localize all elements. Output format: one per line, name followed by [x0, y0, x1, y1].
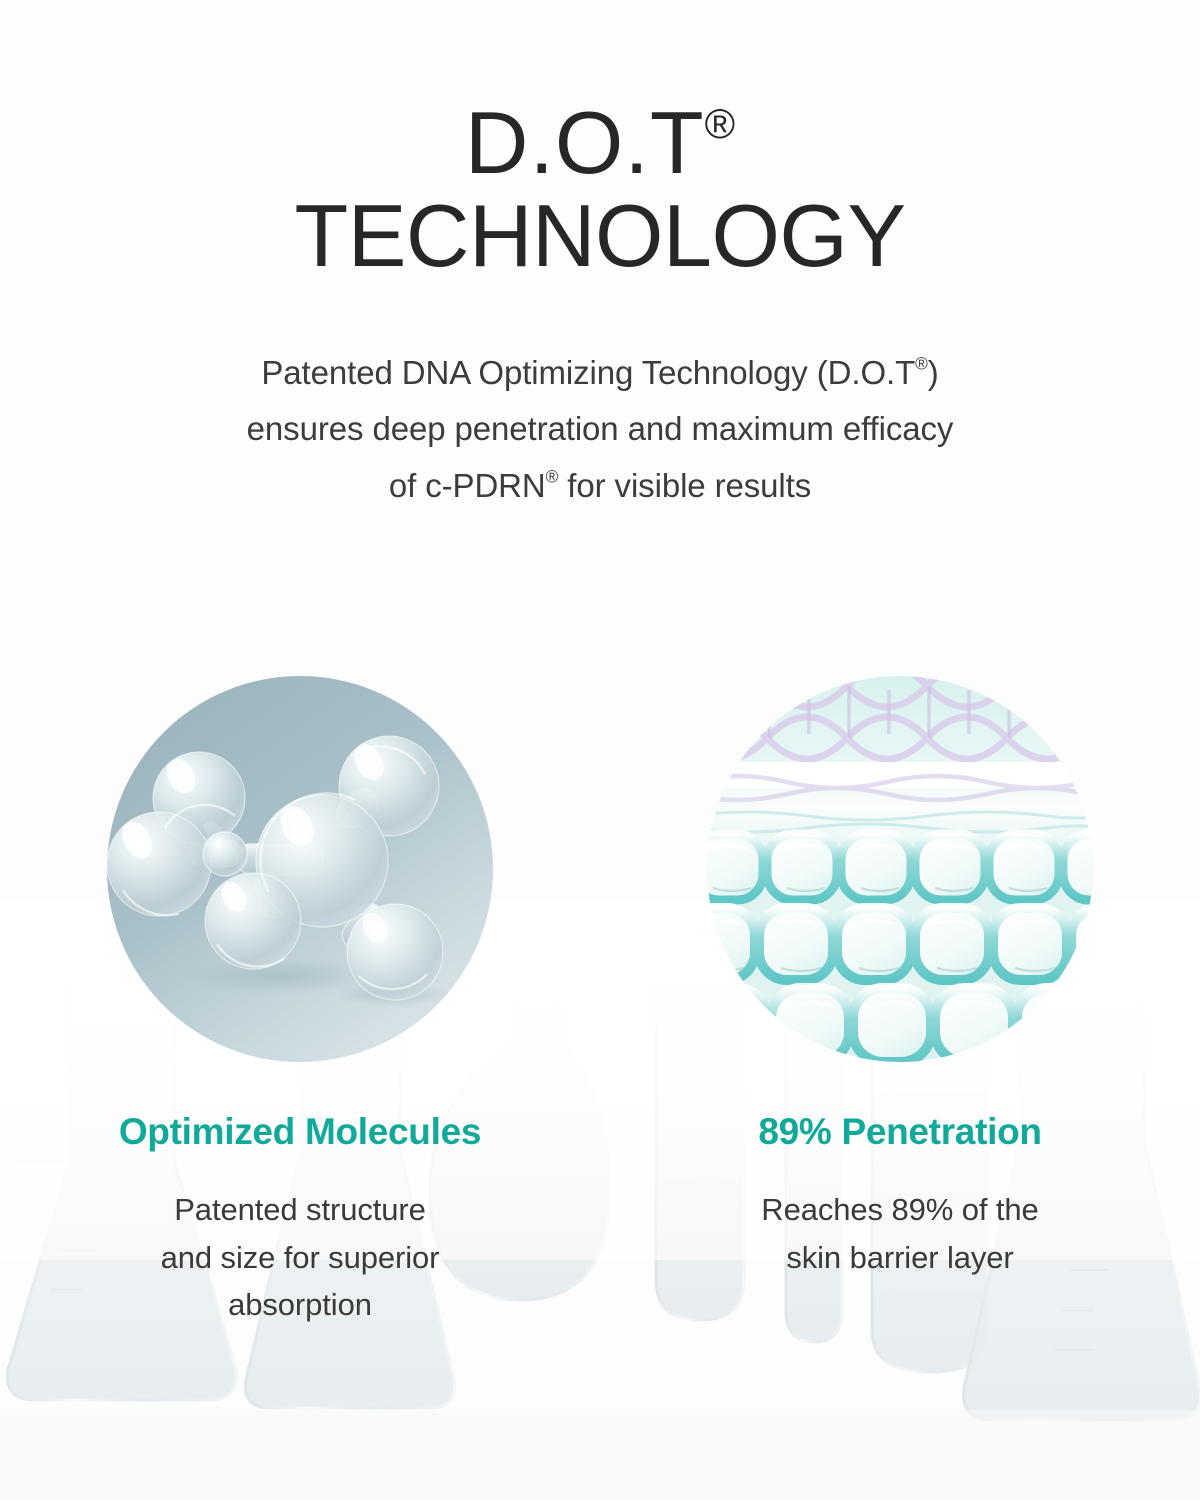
- feature-body-penetration: Reaches 89% of the skin barrier layer: [761, 1186, 1038, 1280]
- subtitle-line-1-text-b: ): [927, 353, 939, 391]
- registered-trademark-icon: ®: [545, 466, 559, 487]
- title-line-dot: D.O.T®: [0, 96, 1200, 189]
- header: D.O.T® TECHNOLOGY Patented DNA Optimizin…: [0, 0, 1200, 515]
- subtitle-line-1: Patented DNA Optimizing Technology (D.O.…: [0, 345, 1200, 402]
- molecule-structure-image: [107, 676, 493, 1062]
- subtitle-line-3: of c-PDRN® for visible results: [0, 458, 1200, 515]
- feature-body-line: Patented structure: [174, 1192, 426, 1228]
- feature-body-line: absorption: [228, 1286, 372, 1322]
- subtitle-line-1-text-a: Patented DNA Optimizing Technology (D.O.…: [261, 353, 916, 391]
- title-line-technology: TECHNOLOGY: [294, 186, 906, 286]
- subtitle-line-3-text-a: of c-PDRN: [388, 467, 546, 505]
- registered-trademark-icon: ®: [704, 100, 736, 147]
- registered-trademark-icon: ®: [915, 352, 928, 373]
- title-dot-text: D.O.T: [464, 93, 705, 192]
- subtitle-line-2: ensures deep penetration and maximum eff…: [246, 410, 954, 448]
- feature-columns: Optimized Molecules Patented structure a…: [0, 676, 1200, 1328]
- feature-heading-penetration: 89% Penetration: [758, 1111, 1042, 1152]
- skin-barrier-cells-image: [707, 676, 1093, 1062]
- feature-body-line: skin barrier layer: [786, 1239, 1014, 1275]
- feature-body-line: Reaches 89% of the: [761, 1192, 1039, 1228]
- feature-heading-optimized-molecules: Optimized Molecules: [118, 1111, 482, 1152]
- page-title: D.O.T® TECHNOLOGY: [0, 0, 1200, 283]
- feature-column-optimized-molecules: Optimized Molecules Patented structure a…: [0, 676, 600, 1328]
- subtitle: Patented DNA Optimizing Technology (D.O.…: [0, 345, 1200, 515]
- subtitle-line-3-text-b: for visible results: [558, 467, 812, 505]
- feature-body-optimized-molecules: Patented structure and size for superior…: [161, 1186, 440, 1327]
- feature-body-line: and size for superior: [160, 1239, 440, 1275]
- feature-column-penetration: 89% Penetration Reaches 89% of the skin …: [600, 676, 1200, 1328]
